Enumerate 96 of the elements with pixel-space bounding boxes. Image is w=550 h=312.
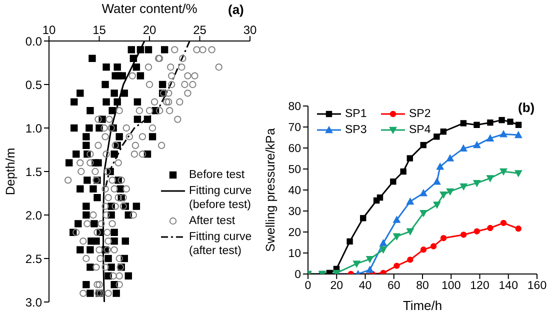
point [360,215,366,222]
point [346,238,353,245]
point [500,130,508,138]
point [430,243,437,250]
point [420,210,428,217]
y-tick-label: 2.5 [25,252,42,266]
y-tick-label: 1.5 [25,164,42,179]
x-tick-label: 0 [304,280,312,292]
y-tick-label: 50 [288,164,301,176]
point [366,266,374,273]
point [514,170,522,177]
point [474,228,480,234]
x-tick-label: 120 [470,280,490,292]
point [406,198,414,205]
point [440,128,446,135]
point [420,142,426,148]
x-tick-label: 20 [142,23,156,37]
y-tick-label: 2.0 [25,208,42,222]
x-tick-label: 160 [527,280,547,292]
point [507,118,514,125]
point [500,220,507,226]
point [394,262,400,269]
point [473,141,481,148]
legend-label: SP2 [409,107,431,121]
legend-label: Fitting curve (before test) [189,184,253,212]
x-tick-label: 100 [442,280,461,292]
point [433,202,441,208]
point [460,183,468,190]
y-tick-label: 60 [288,143,301,156]
x-tick-label: 60 [387,280,400,292]
legend-label: SP3 [345,123,367,137]
point [420,190,428,196]
legend-label: Fitting curve (after test) [189,230,253,258]
point [436,163,444,170]
x-tick-label: 15 [92,23,106,37]
point [353,260,360,268]
point [460,120,467,126]
y-tick-label: 3.0 [25,295,42,310]
x-tick-label: 20 [330,280,344,292]
point [514,131,522,138]
y-tick-label: 1.0 [25,121,42,136]
point [486,175,494,182]
x-tick-label: 140 [498,280,518,292]
y-tick-label: 20 [288,227,301,240]
legend-label: SP4 [409,123,431,137]
point [407,256,414,263]
chart-title: (b) [518,100,535,115]
point [376,194,384,201]
point [393,233,400,240]
y-tick-label: 0 [294,269,301,282]
point [515,122,522,128]
x-tick-label: 25 [193,23,207,37]
point [486,134,494,142]
legend-label: After test [189,214,236,228]
y-tick-label: 40 [288,185,301,198]
x-axis-title: Time/h [402,298,442,312]
point [440,234,447,242]
y-axis-title: Depth/m [3,148,18,196]
point [434,134,440,140]
x-tick-label: 30 [243,23,257,37]
point [460,144,468,152]
point [487,224,494,232]
x-axis-title: Water content/% [102,1,198,16]
legend-label: Before test [189,168,245,182]
point [498,116,505,124]
point [406,155,414,162]
x-tick-label: 80 [416,280,429,292]
point [390,178,396,185]
point [420,246,427,253]
y-tick-label: 0.0 [25,34,42,48]
legend-label: SP1 [345,107,367,121]
point [433,178,441,185]
x-tick-label: 40 [358,280,372,292]
point [393,216,400,223]
chart-title: (a) [228,2,244,17]
point [380,246,387,254]
point [473,180,481,187]
point [487,119,494,126]
point [515,226,522,232]
point [440,192,448,198]
x-tick-label: 10 [42,23,56,37]
y-axis-title: Swelling pressure/kPa [263,128,278,252]
y-tick-label: 30 [288,206,301,218]
point [500,168,508,176]
y-tick-label: 0.5 [25,78,42,92]
point [446,188,454,196]
point [460,232,467,238]
y-tick-label: 70 [288,122,301,134]
point [406,228,414,235]
point [380,240,387,246]
y-tick-label: 80 [288,101,301,114]
point [474,122,480,128]
point [366,256,374,263]
y-tick-label: 10 [288,248,301,260]
point [400,168,406,175]
point [446,154,454,162]
